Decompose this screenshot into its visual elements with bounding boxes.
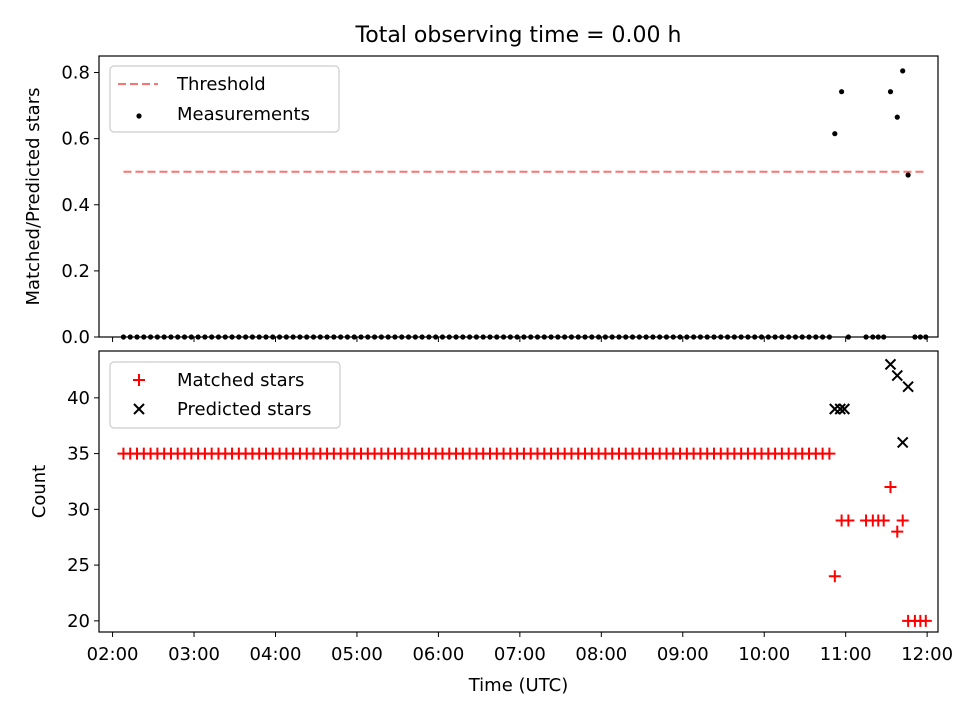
measurement-point (839, 89, 845, 95)
predicted-star-marker (891, 369, 903, 382)
top-x-ticks (112, 337, 928, 342)
matched-star-marker (891, 525, 904, 538)
legend-matched-swatch (133, 374, 145, 386)
top-y-tick-label: 0.2 (61, 261, 90, 282)
top-y-axis-label: Matched/Predicted stars (23, 88, 44, 306)
bottom-legend: Matched stars Predicted stars (109, 361, 341, 429)
legend-predicted-swatch (133, 403, 145, 415)
legend-threshold-label: Threshold (176, 74, 266, 95)
bottom-panel: 20 25 30 35 40 02:00 03:00 04:00 05:00 06:00 07:0… (29, 350, 953, 696)
legend-predicted-label: Predicted stars (177, 399, 311, 420)
matched-star-marker (896, 514, 909, 527)
x-tick-label: 11:00 (820, 644, 872, 665)
bottom-axes-frame (98, 350, 939, 633)
top-y-tick-label: 0.8 (61, 63, 90, 84)
x-tick-label: 10:00 (738, 644, 790, 665)
bottom-y-axis-label: Count (29, 465, 50, 518)
top-y-axis: 0.0 0.2 0.4 0.6 0.8 (61, 63, 99, 348)
bottom-x-axis: 02:00 03:00 04:00 05:00 06:00 07:00 08:00 09:00… (87, 632, 953, 665)
top-legend-box (109, 65, 340, 133)
x-tick-label: 06:00 (412, 644, 464, 665)
matched-star-marker (877, 514, 890, 527)
x-tick-label: 04:00 (250, 644, 302, 665)
bottom-y-tick-label: 25 (67, 555, 90, 576)
predicted-star-marker (834, 403, 846, 415)
predicted-star-marker (884, 358, 897, 371)
top-y-tick-label: 0.4 (61, 195, 90, 216)
matched-star-marker (823, 447, 836, 460)
top-y-tick-label: 0.6 (61, 129, 90, 150)
x-tick-label: 07:00 (494, 644, 546, 665)
matched-star-marker (884, 481, 897, 494)
matched-star-marker (828, 570, 841, 583)
measurement-point (894, 114, 900, 120)
matched-star-marker (842, 514, 855, 527)
x-tick-label: 02:00 (87, 644, 139, 665)
bottom-y-tick-label: 20 (67, 611, 90, 632)
x-tick-label: 05:00 (331, 644, 383, 665)
top-axes-frame (98, 55, 939, 338)
predicted-star-marker (829, 403, 841, 415)
predicted-star-marker (902, 380, 914, 393)
measurement-point (905, 172, 911, 178)
top-panel: 0.00.20.40.60.8 Matched/Predicted stars … (23, 55, 939, 348)
legend-measurements-swatch (136, 113, 142, 119)
x-tick-label: 09:00 (657, 644, 709, 665)
predicted-star-marker (838, 403, 851, 415)
top-legend: Threshold Measurements (109, 65, 340, 133)
figure-title: Total observing time = 0.00 h (355, 23, 682, 48)
bottom-y-axis: 20 25 30 35 40 (67, 388, 99, 632)
bottom-legend-box (109, 361, 341, 429)
top-y-tick-label: 0.0 (61, 327, 90, 348)
x-axis-label: Time (UTC) (468, 675, 569, 696)
matched-star-marker (919, 614, 932, 627)
measurement-point (900, 68, 906, 74)
predicted-star-marker (896, 436, 909, 449)
bottom-marks (117, 358, 932, 627)
legend-measurements-label: Measurements (177, 104, 310, 125)
bottom-y-tick-label: 35 (67, 444, 90, 465)
x-tick-label: 12:00 (901, 644, 953, 665)
measurement-point (832, 131, 838, 137)
measurement-point (887, 89, 894, 95)
bottom-y-tick-label: 40 (67, 388, 90, 409)
bottom-y-tick-label: 30 (67, 499, 90, 520)
legend-matched-label: Matched stars (177, 370, 304, 391)
x-tick-label: 08:00 (575, 644, 627, 665)
x-tick-label: 03:00 (168, 644, 220, 665)
